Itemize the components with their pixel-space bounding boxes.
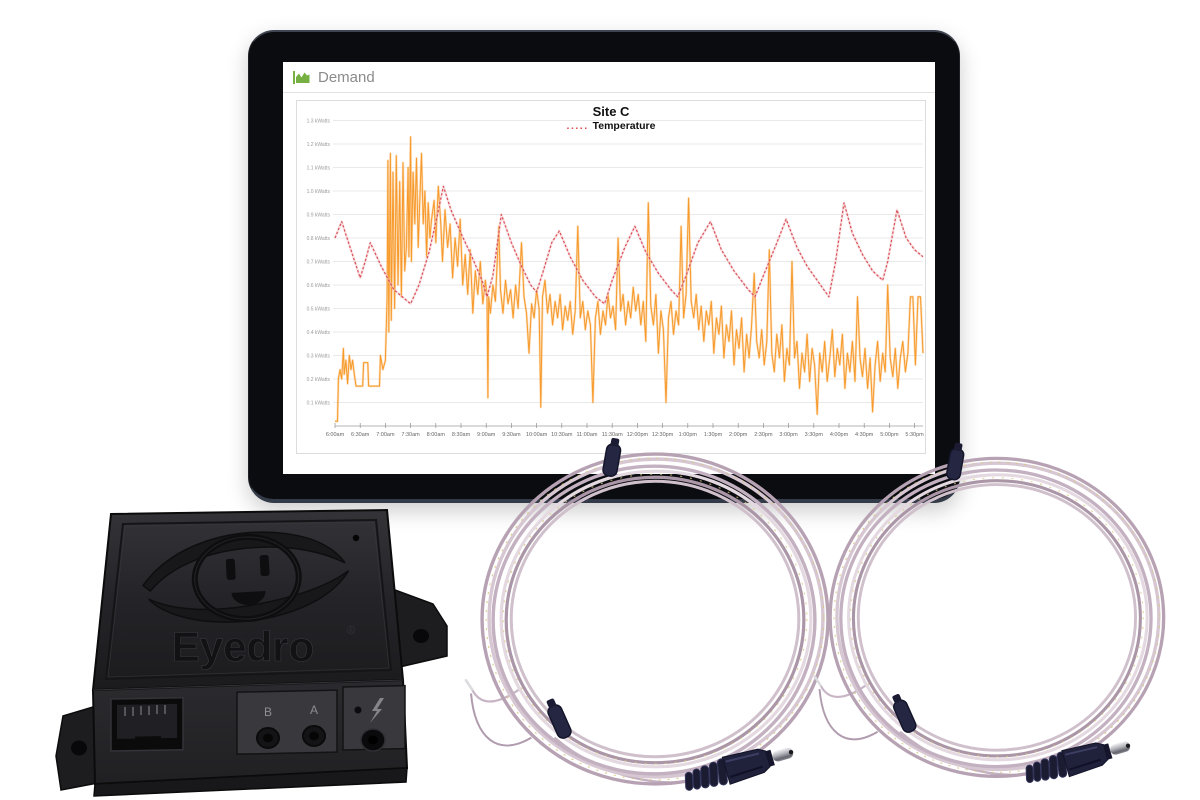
port-a-label: A	[310, 703, 318, 717]
screw-hole	[71, 740, 87, 756]
reset-hole	[352, 534, 360, 542]
x-axis-label: 3:30pm	[805, 432, 824, 438]
x-axis-label: 3:00pm	[779, 432, 798, 438]
x-axis-label: 2:30pm	[754, 432, 773, 438]
series-temperature-line	[334, 185, 924, 305]
demand-header: Demand	[283, 62, 935, 93]
x-axis-label: 5:00pm	[880, 432, 899, 438]
outlet-mouth	[231, 591, 266, 605]
x-axis-label: 5:30pm	[905, 432, 924, 438]
y-axis-label: 0.2 kWatts	[307, 377, 331, 383]
series-demand-line	[335, 136, 924, 422]
area-chart-icon	[293, 71, 310, 84]
y-axis-label: 0.4 kWatts	[307, 330, 331, 336]
x-axis-label: 12:30pm	[652, 432, 674, 438]
y-axis-label: 1.0 kWatts	[307, 189, 331, 195]
outlet-slot-left	[225, 558, 236, 580]
ethernet-port	[110, 697, 184, 752]
chart-card: Site C ..... Temperature 0.1 kWatts 0.2 kW…	[296, 100, 926, 454]
y-axis-label: 0.7 kWatts	[307, 259, 331, 265]
x-axis-label: 10:30am	[551, 432, 573, 438]
x-axis-label: 4:00pm	[830, 432, 849, 438]
tablet: Demand Site C ..... Temperature 0.1 kWatt…	[248, 30, 960, 503]
x-axis-label: 8:00am	[427, 432, 446, 438]
x-axis-label: 7:00am	[376, 432, 395, 438]
y-axis-label: 1.2 kWatts	[307, 142, 331, 148]
legend-dash-marker: .....	[566, 120, 589, 132]
x-axis-label: 9:30am	[502, 432, 521, 438]
demand-chart-svg: 0.1 kWatts 0.2 kWatts 0.3 kWatts 0.4 kWatts…	[307, 118, 925, 438]
y-axis-label: 0.8 kWatts	[307, 236, 331, 242]
registered-mark: ®	[347, 625, 355, 637]
tablet-screen: Demand Site C ..... Temperature 0.1 kWatt…	[283, 62, 935, 474]
x-axis-label: 11:00am	[577, 432, 598, 438]
y-axis-label: 0.5 kWatts	[307, 306, 331, 312]
eyedro-logo-icon	[141, 531, 350, 623]
screw-hole	[413, 629, 429, 643]
y-axis-label: 1.3 kWatts	[307, 118, 331, 124]
x-axis-label: 4:30pm	[855, 432, 874, 438]
x-axis-label: 7:30am	[401, 432, 420, 438]
y-axis-label: 0.6 kWatts	[307, 283, 331, 289]
x-axis-label: 10:00am	[526, 432, 548, 438]
eyedro-device: Eyedro ® B A	[55, 508, 448, 797]
y-axis-label: 1.1 kWatts	[307, 165, 331, 171]
outlet-slot-right	[259, 554, 270, 577]
brand-label: Eyedro	[172, 623, 314, 670]
legend-label: Temperature	[592, 120, 656, 132]
x-axis-label: 6:00am	[326, 432, 345, 438]
x-axis-label: 11:30am	[602, 432, 623, 438]
x-axis-label: 9:00am	[477, 432, 496, 438]
x-axis-label: 8:30am	[452, 432, 471, 438]
app-title: Demand	[318, 68, 375, 86]
chart-legend: ..... Temperature	[297, 120, 925, 132]
y-axis-label: 0.9 kWatts	[307, 212, 331, 218]
x-axis-label: 12:00pm	[627, 432, 649, 438]
led-indicator	[354, 706, 362, 714]
port-b-label: B	[264, 705, 272, 719]
lightning-icon	[370, 698, 384, 723]
chart-title: Site C	[592, 104, 630, 119]
mounting-ear-right	[394, 588, 448, 669]
x-axis-label: 1:00pm	[679, 432, 698, 438]
x-axis-label: 1:30pm	[704, 432, 723, 438]
x-axis-label: 6:30am	[351, 432, 370, 438]
y-axis-label: 0.3 kWatts	[307, 353, 331, 359]
x-axis-label: 2:00pm	[729, 432, 748, 438]
temperature-sensor-cable-right	[813, 442, 1166, 791]
chart-header: Site C ..... Temperature	[297, 104, 925, 132]
temperature-sensor-cable-left	[464, 438, 830, 799]
y-axis-label: 0.1 kWatts	[307, 400, 331, 406]
